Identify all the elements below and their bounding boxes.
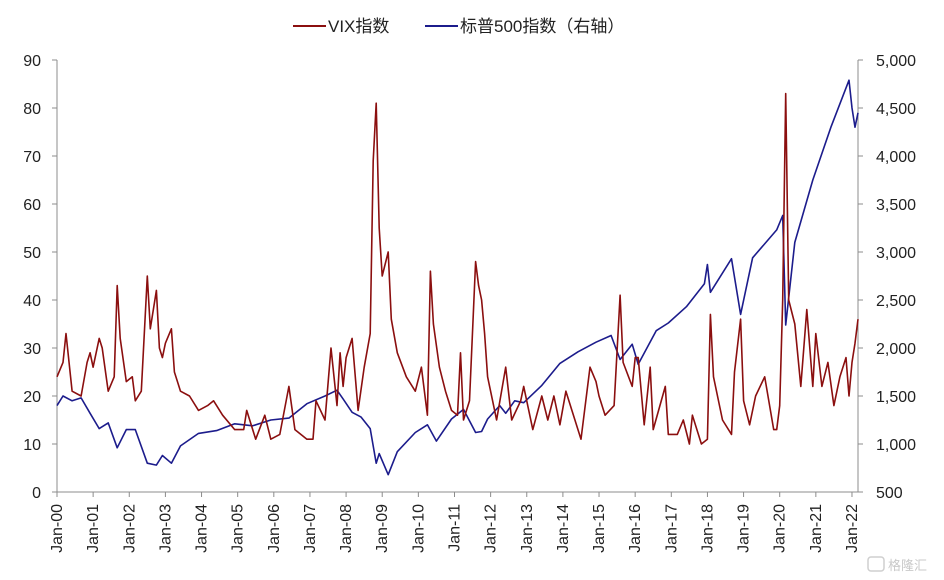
x-tick-label: Jan-00 <box>49 504 66 553</box>
y-right-tick-label: 5,000 <box>876 53 916 70</box>
y-right-tick-label: 3,000 <box>876 245 916 262</box>
legend-label-sp500: 标普500指数（右轴） <box>460 17 624 36</box>
x-tick-label: Jan-19 <box>736 504 753 553</box>
x-tick-label: Jan-20 <box>772 504 789 553</box>
y-left-tick-label: 20 <box>23 389 41 406</box>
y-left-tick-label: 80 <box>23 101 41 118</box>
x-tick-label: Jan-21 <box>808 504 825 553</box>
legend: VIX指数 标普500指数（右轴） <box>293 17 624 36</box>
y-right-tick-label: 3,500 <box>876 197 916 214</box>
x-tick-label: Jan-11 <box>446 504 463 552</box>
x-tick-label: Jan-15 <box>591 504 608 553</box>
x-tick-label: Jan-07 <box>302 504 319 553</box>
x-tick-label: Jan-17 <box>663 504 680 553</box>
x-tick-label: Jan-05 <box>230 504 247 553</box>
x-tick-label: Jan-09 <box>374 504 391 553</box>
y-right-tick-label: 1,000 <box>876 437 916 454</box>
y-left-tick-label: 70 <box>23 149 41 166</box>
x-tick-label: Jan-02 <box>121 504 138 553</box>
x-tick-label: Jan-01 <box>85 504 102 553</box>
y-right-tick-label: 2,500 <box>876 293 916 310</box>
y-right-tick-label: 2,000 <box>876 341 916 358</box>
y-left-tick-label: 40 <box>23 293 41 310</box>
y-right-tick-label: 1,500 <box>876 389 916 406</box>
y-right-tick-label: 500 <box>876 485 903 502</box>
series-line-sp500 <box>56 79 859 476</box>
y-left-tick-label: 10 <box>23 437 41 454</box>
watermark: 格隆汇 <box>867 556 927 574</box>
y-right-tick-label: 4,500 <box>876 101 916 118</box>
series-line-vix <box>56 92 859 445</box>
axes: 0 10 20 30 40 50 60 70 80 90 500 1,000 1,500 2,000 2,5… <box>23 53 916 553</box>
x-tick-label: Jan-13 <box>519 504 536 553</box>
y-left-tick-label: 0 <box>32 485 41 502</box>
y-left-tick-label: 90 <box>23 53 41 70</box>
x-tick-label: Jan-12 <box>483 504 500 553</box>
legend-label-vix: VIX指数 <box>328 17 389 36</box>
x-tick-label: Jan-22 <box>844 504 861 553</box>
watermark-text: 格隆汇 <box>888 558 927 574</box>
plot-area <box>56 79 859 476</box>
x-tick-label: Jan-18 <box>699 504 716 553</box>
y-right-tick-label: 4,000 <box>876 149 916 166</box>
x-tick-label: Jan-14 <box>555 504 572 553</box>
x-tick-label: Jan-16 <box>627 504 644 553</box>
x-tick-label: Jan-08 <box>338 504 355 553</box>
y-left-tick-label: 30 <box>23 341 41 358</box>
x-tick-label: Jan-06 <box>266 504 283 553</box>
y-left-tick-label: 50 <box>23 245 41 262</box>
x-tick-label: Jan-04 <box>194 504 211 553</box>
watermark-logo-icon <box>867 556 885 572</box>
x-tick-label: Jan-10 <box>410 504 427 553</box>
x-tick-label: Jan-03 <box>157 504 174 553</box>
y-left-tick-label: 60 <box>23 197 41 214</box>
